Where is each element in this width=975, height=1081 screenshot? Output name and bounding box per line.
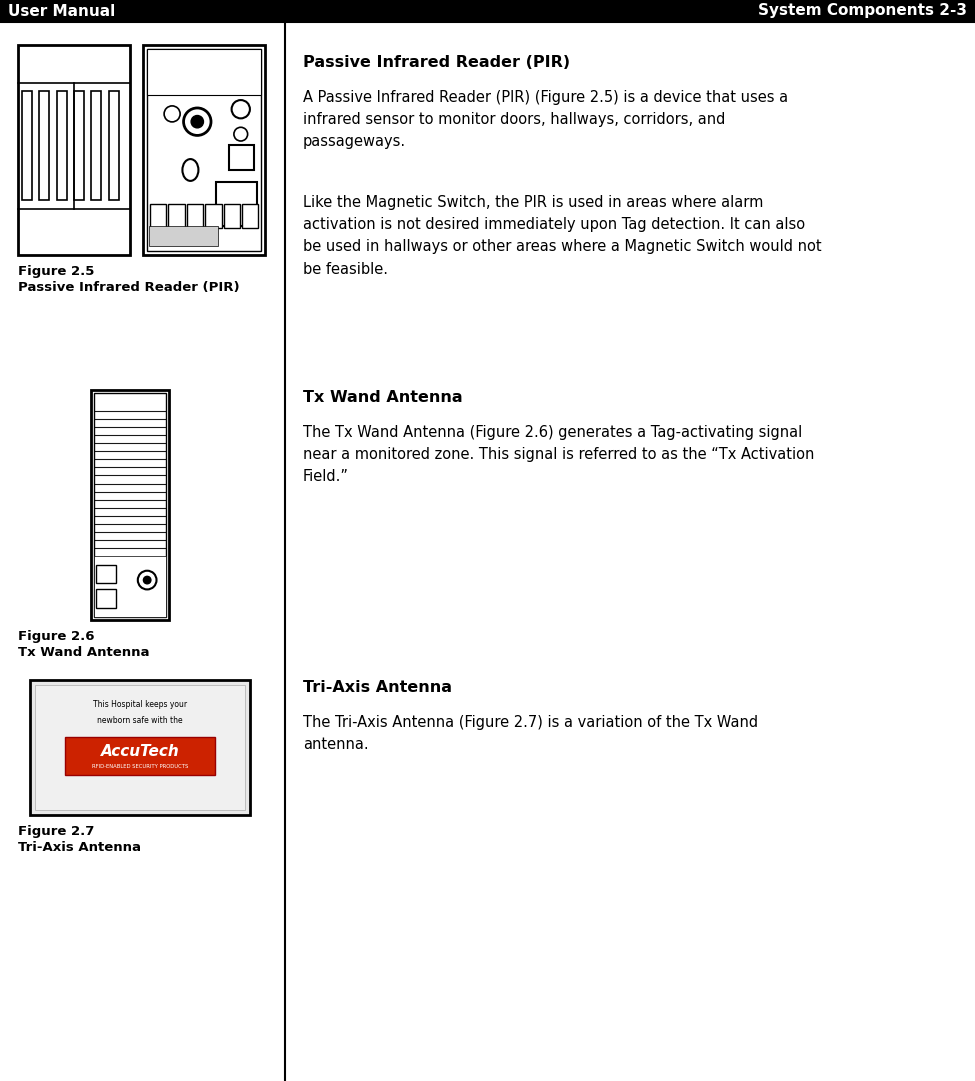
Bar	[169, 204, 184, 228]
Text: Tri-Axis Antenna: Tri-Axis Antenna	[18, 841, 141, 854]
Bar	[0, 0, 975, 22]
Bar	[94, 556, 166, 617]
Bar	[22, 91, 32, 200]
Bar	[91, 390, 169, 620]
Bar	[187, 204, 203, 228]
Text: System Components 2-3: System Components 2-3	[758, 3, 967, 18]
Bar	[242, 204, 258, 228]
Text: Like the Magnetic Switch, the PIR is used in areas where alarm
activation is not: Like the Magnetic Switch, the PIR is use…	[303, 195, 822, 277]
Text: Tri-Axis Antenna: Tri-Axis Antenna	[303, 680, 452, 695]
Bar	[74, 91, 84, 200]
Circle shape	[143, 576, 151, 584]
Text: User Manual: User Manual	[8, 3, 115, 18]
Bar	[147, 49, 261, 251]
Text: Tx Wand Antenna: Tx Wand Antenna	[18, 646, 149, 659]
Text: Figure 2.5: Figure 2.5	[18, 265, 95, 278]
Bar	[143, 45, 265, 255]
Bar	[149, 226, 217, 246]
Bar	[35, 685, 245, 810]
Text: Passive Infrared Reader (PIR): Passive Infrared Reader (PIR)	[18, 281, 240, 294]
Bar	[147, 49, 261, 95]
Text: The Tx Wand Antenna (Figure 2.6) generates a Tag-activating signal
near a monito: The Tx Wand Antenna (Figure 2.6) generat…	[303, 425, 814, 484]
Bar	[94, 393, 166, 617]
Bar	[65, 736, 214, 774]
Bar	[109, 91, 119, 200]
Bar	[30, 680, 250, 815]
Bar	[96, 565, 115, 584]
Text: Passive Infrared Reader (PIR): Passive Infrared Reader (PIR)	[303, 55, 570, 70]
Bar	[96, 589, 115, 609]
Bar	[215, 183, 256, 226]
Bar	[205, 204, 221, 228]
Bar	[39, 91, 49, 200]
Bar	[57, 91, 66, 200]
Bar	[92, 91, 101, 200]
Bar	[229, 145, 254, 170]
Text: The Tri-Axis Antenna (Figure 2.7) is a variation of the Tx Wand
antenna.: The Tri-Axis Antenna (Figure 2.7) is a v…	[303, 715, 759, 752]
Text: newborn safe with the: newborn safe with the	[98, 716, 183, 725]
Bar	[150, 204, 167, 228]
Bar	[223, 204, 240, 228]
Text: Figure 2.6: Figure 2.6	[18, 630, 95, 643]
Circle shape	[191, 116, 204, 128]
Text: AccuTech: AccuTech	[100, 744, 179, 759]
Text: A Passive Infrared Reader (PIR) (Figure 2.5) is a device that uses a
infrared se: A Passive Infrared Reader (PIR) (Figure …	[303, 90, 788, 149]
Text: Tx Wand Antenna: Tx Wand Antenna	[303, 390, 462, 405]
Bar	[18, 45, 131, 255]
Text: RFID-ENABLED SECURITY PRODUCTS: RFID-ENABLED SECURITY PRODUCTS	[92, 763, 188, 769]
Text: This Hospital keeps your: This Hospital keeps your	[93, 699, 187, 709]
Text: Figure 2.7: Figure 2.7	[18, 825, 95, 838]
